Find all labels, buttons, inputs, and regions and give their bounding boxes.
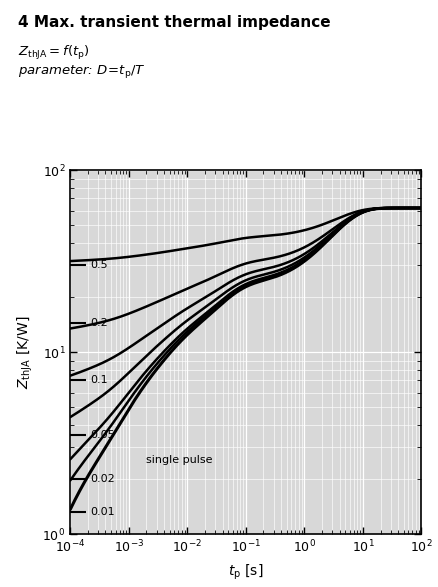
X-axis label: $t_\mathrm{p}$ [s]: $t_\mathrm{p}$ [s]: [228, 562, 263, 582]
Text: 4 Max. transient thermal impedance: 4 Max. transient thermal impedance: [18, 15, 329, 30]
Text: single pulse: single pulse: [146, 455, 212, 465]
Text: 0.05: 0.05: [90, 430, 115, 440]
Text: 0.2: 0.2: [90, 318, 108, 328]
Y-axis label: $Z_\mathrm{thJA}$ [K/W]: $Z_\mathrm{thJA}$ [K/W]: [16, 316, 35, 389]
Text: 0.1: 0.1: [90, 376, 108, 386]
Text: 0.5: 0.5: [90, 261, 108, 271]
Text: 0.01: 0.01: [90, 507, 115, 517]
Text: parameter: $D\!=\!t_\mathrm{p}/T$: parameter: $D\!=\!t_\mathrm{p}/T$: [18, 63, 145, 80]
Text: $Z_\mathrm{thJA}$$=f(t_\mathrm{p})$: $Z_\mathrm{thJA}$$=f(t_\mathrm{p})$: [18, 44, 89, 62]
Text: 0.02: 0.02: [90, 474, 115, 484]
